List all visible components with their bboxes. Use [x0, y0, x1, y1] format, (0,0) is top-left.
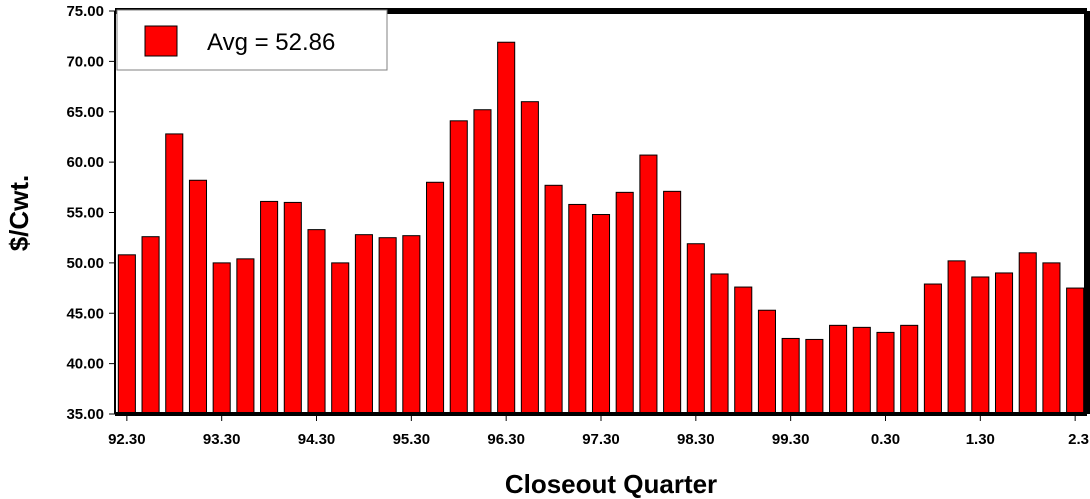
legend-label: Avg = 52.86 — [207, 29, 335, 56]
y-tick-label: 65.00 — [66, 104, 104, 121]
y-tick-label: 50.00 — [66, 255, 104, 272]
bar — [283, 201, 302, 415]
legend: Avg = 52.86 — [116, 9, 388, 71]
bar — [117, 254, 136, 415]
bar — [212, 262, 231, 415]
x-tick-label: 94.30 — [298, 431, 336, 448]
bar — [994, 272, 1014, 415]
bar — [544, 184, 563, 415]
bar — [307, 229, 326, 415]
y-tick-label: 55.00 — [66, 205, 104, 222]
y-tick-label: 45.00 — [66, 305, 104, 322]
bar — [473, 109, 492, 415]
y-tick-label: 75.00 — [66, 3, 104, 20]
bar — [947, 260, 966, 415]
bar — [426, 181, 445, 415]
x-axis-ticks: 92.30 93.30 94.30 95.30 96.30 97.30 98.30 99.30… — [108, 414, 1089, 448]
bar — [236, 258, 255, 415]
bar — [686, 243, 705, 415]
bar — [591, 214, 611, 415]
bar — [923, 283, 942, 415]
legend-swatch — [144, 25, 178, 57]
y-axis-title: $/Cwt. — [4, 175, 34, 252]
bar — [141, 236, 160, 415]
x-tick-label: 96.30 — [487, 431, 525, 448]
bar-series — [117, 41, 1085, 415]
x-tick-label: 95.30 — [393, 431, 431, 448]
y-tick-label: 35.00 — [66, 406, 104, 423]
bar — [734, 286, 753, 415]
x-tick-label: 97.30 — [582, 431, 620, 448]
x-tick-label: 93.30 — [203, 431, 241, 448]
bar — [568, 203, 587, 415]
bar — [1066, 287, 1085, 415]
bar — [876, 331, 895, 415]
bar — [615, 191, 634, 415]
bar — [757, 309, 776, 415]
bar — [1042, 262, 1061, 415]
x-tick-label: 92.30 — [108, 431, 146, 448]
bar — [805, 338, 824, 415]
x-tick-label: 99.30 — [772, 431, 810, 448]
bar — [354, 234, 373, 415]
bar — [852, 326, 871, 415]
bar — [188, 179, 208, 415]
y-tick-label: 60.00 — [66, 154, 104, 171]
y-tick-label: 40.00 — [66, 356, 104, 373]
bar — [663, 190, 682, 415]
bar — [710, 273, 729, 415]
x-tick-label: 98.30 — [677, 431, 715, 448]
bar — [900, 324, 919, 415]
bar — [1018, 252, 1037, 415]
y-tick-label: 70.00 — [66, 53, 104, 70]
bar — [520, 101, 539, 415]
x-tick-label: 0.30 — [871, 431, 900, 448]
bar — [971, 276, 990, 415]
bar — [378, 237, 397, 415]
bar — [449, 120, 468, 415]
x-axis-title: Closeout Quarter — [505, 469, 717, 499]
y-axis-ticks: 35.00 40.00 45.00 50.00 55.00 60.00 65.00 70.00… — [66, 3, 115, 423]
bar — [331, 262, 350, 415]
x-tick-label: 1.30 — [966, 431, 995, 448]
x-tick-label: 2.3 — [1068, 431, 1089, 448]
bar — [165, 133, 184, 415]
bar — [781, 337, 800, 415]
bar — [497, 41, 516, 415]
bar — [260, 200, 279, 415]
bar — [829, 324, 848, 415]
bar — [639, 154, 658, 415]
bar — [402, 235, 421, 415]
